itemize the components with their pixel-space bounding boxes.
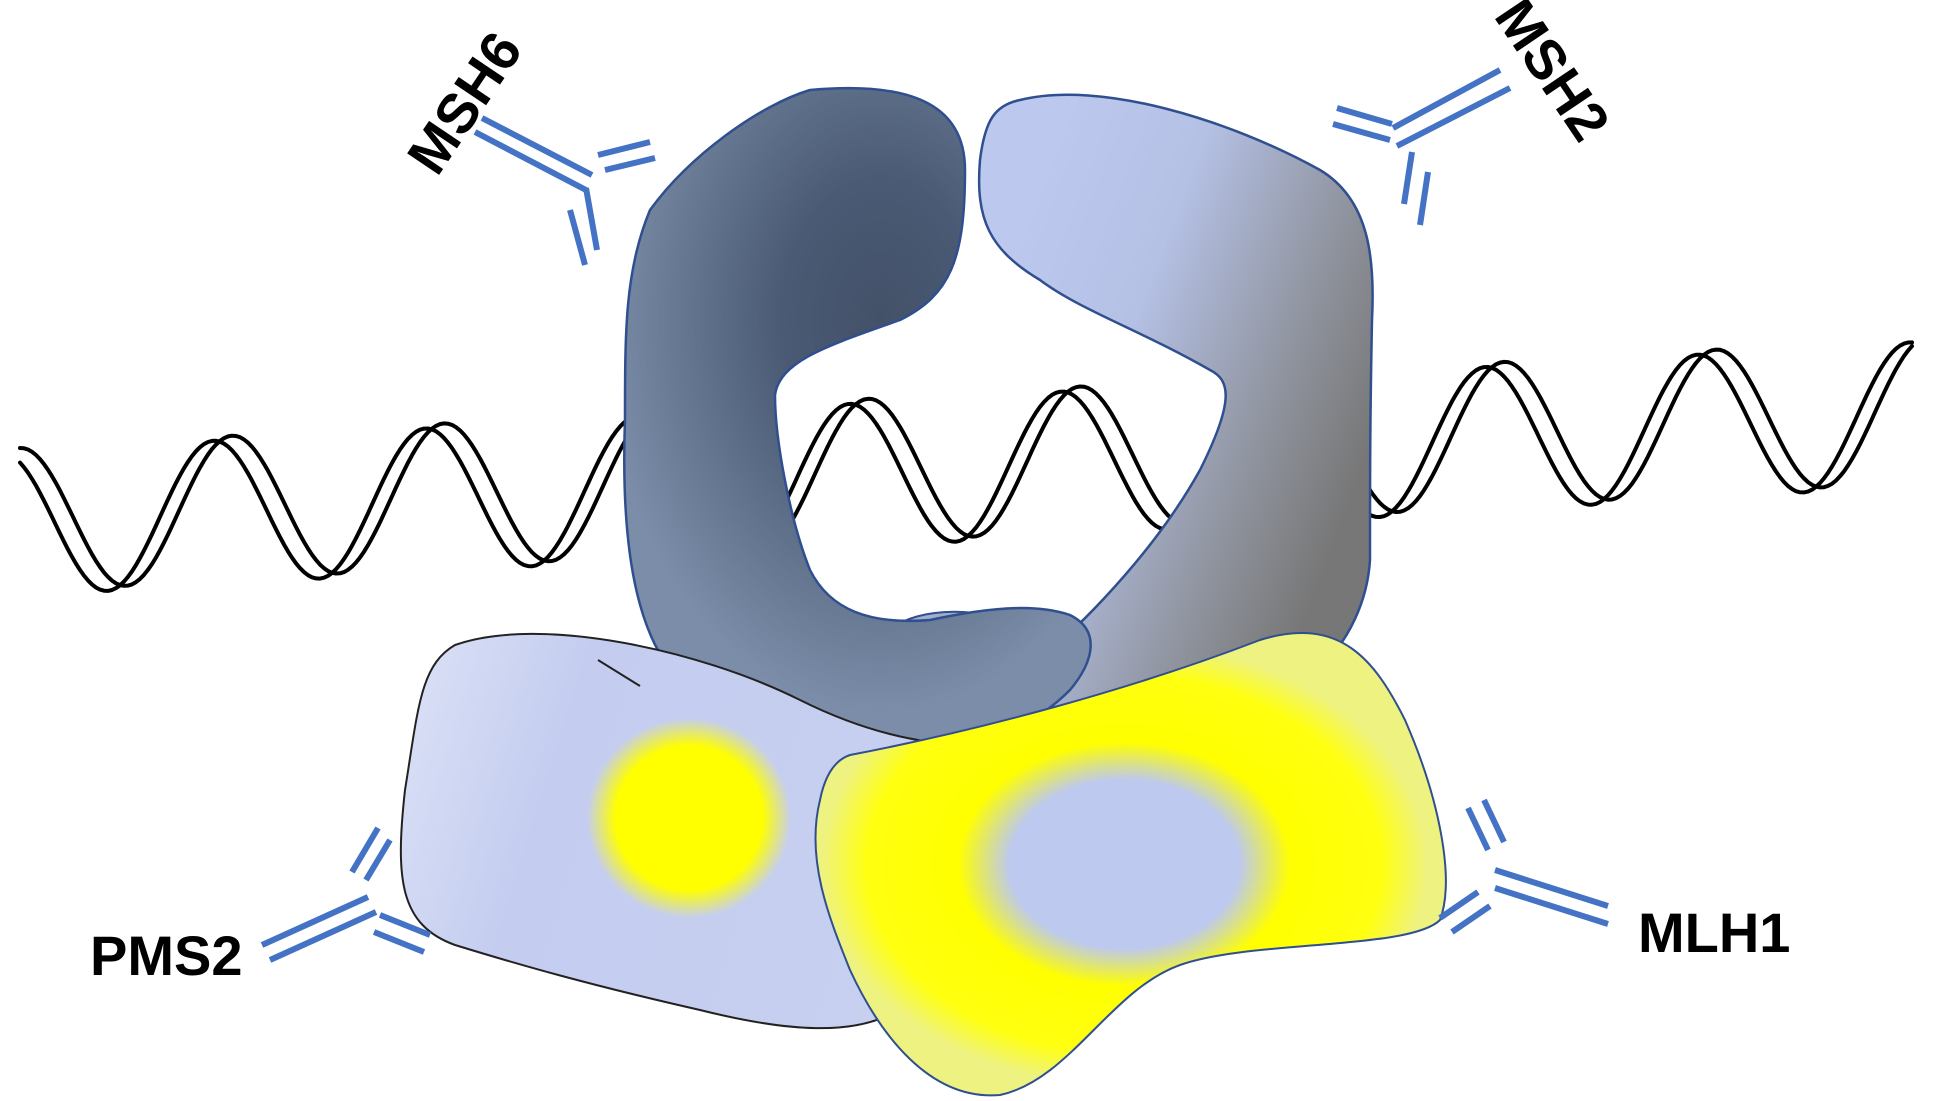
antibody-icon — [473, 115, 656, 266]
dna-helix-icon — [18, 340, 1914, 593]
msh6-label: MSH6 — [395, 20, 534, 184]
pms2-bright-spot — [587, 718, 791, 918]
dna-strand-b — [18, 340, 1914, 593]
msh2-label: MSH2 — [1483, 0, 1622, 152]
pms2-label: PMS2 — [90, 924, 243, 987]
msh6-protein — [623, 86, 1092, 748]
dna-strand-a — [18, 344, 1914, 588]
pms2-edge-tick — [597, 659, 641, 687]
antibody-icon — [260, 826, 432, 963]
mlh1-label: MLH1 — [1638, 901, 1790, 964]
mlh1-protein — [814, 631, 1447, 1097]
antibody-icon — [1438, 798, 1609, 935]
antibody-icon — [1332, 67, 1512, 226]
